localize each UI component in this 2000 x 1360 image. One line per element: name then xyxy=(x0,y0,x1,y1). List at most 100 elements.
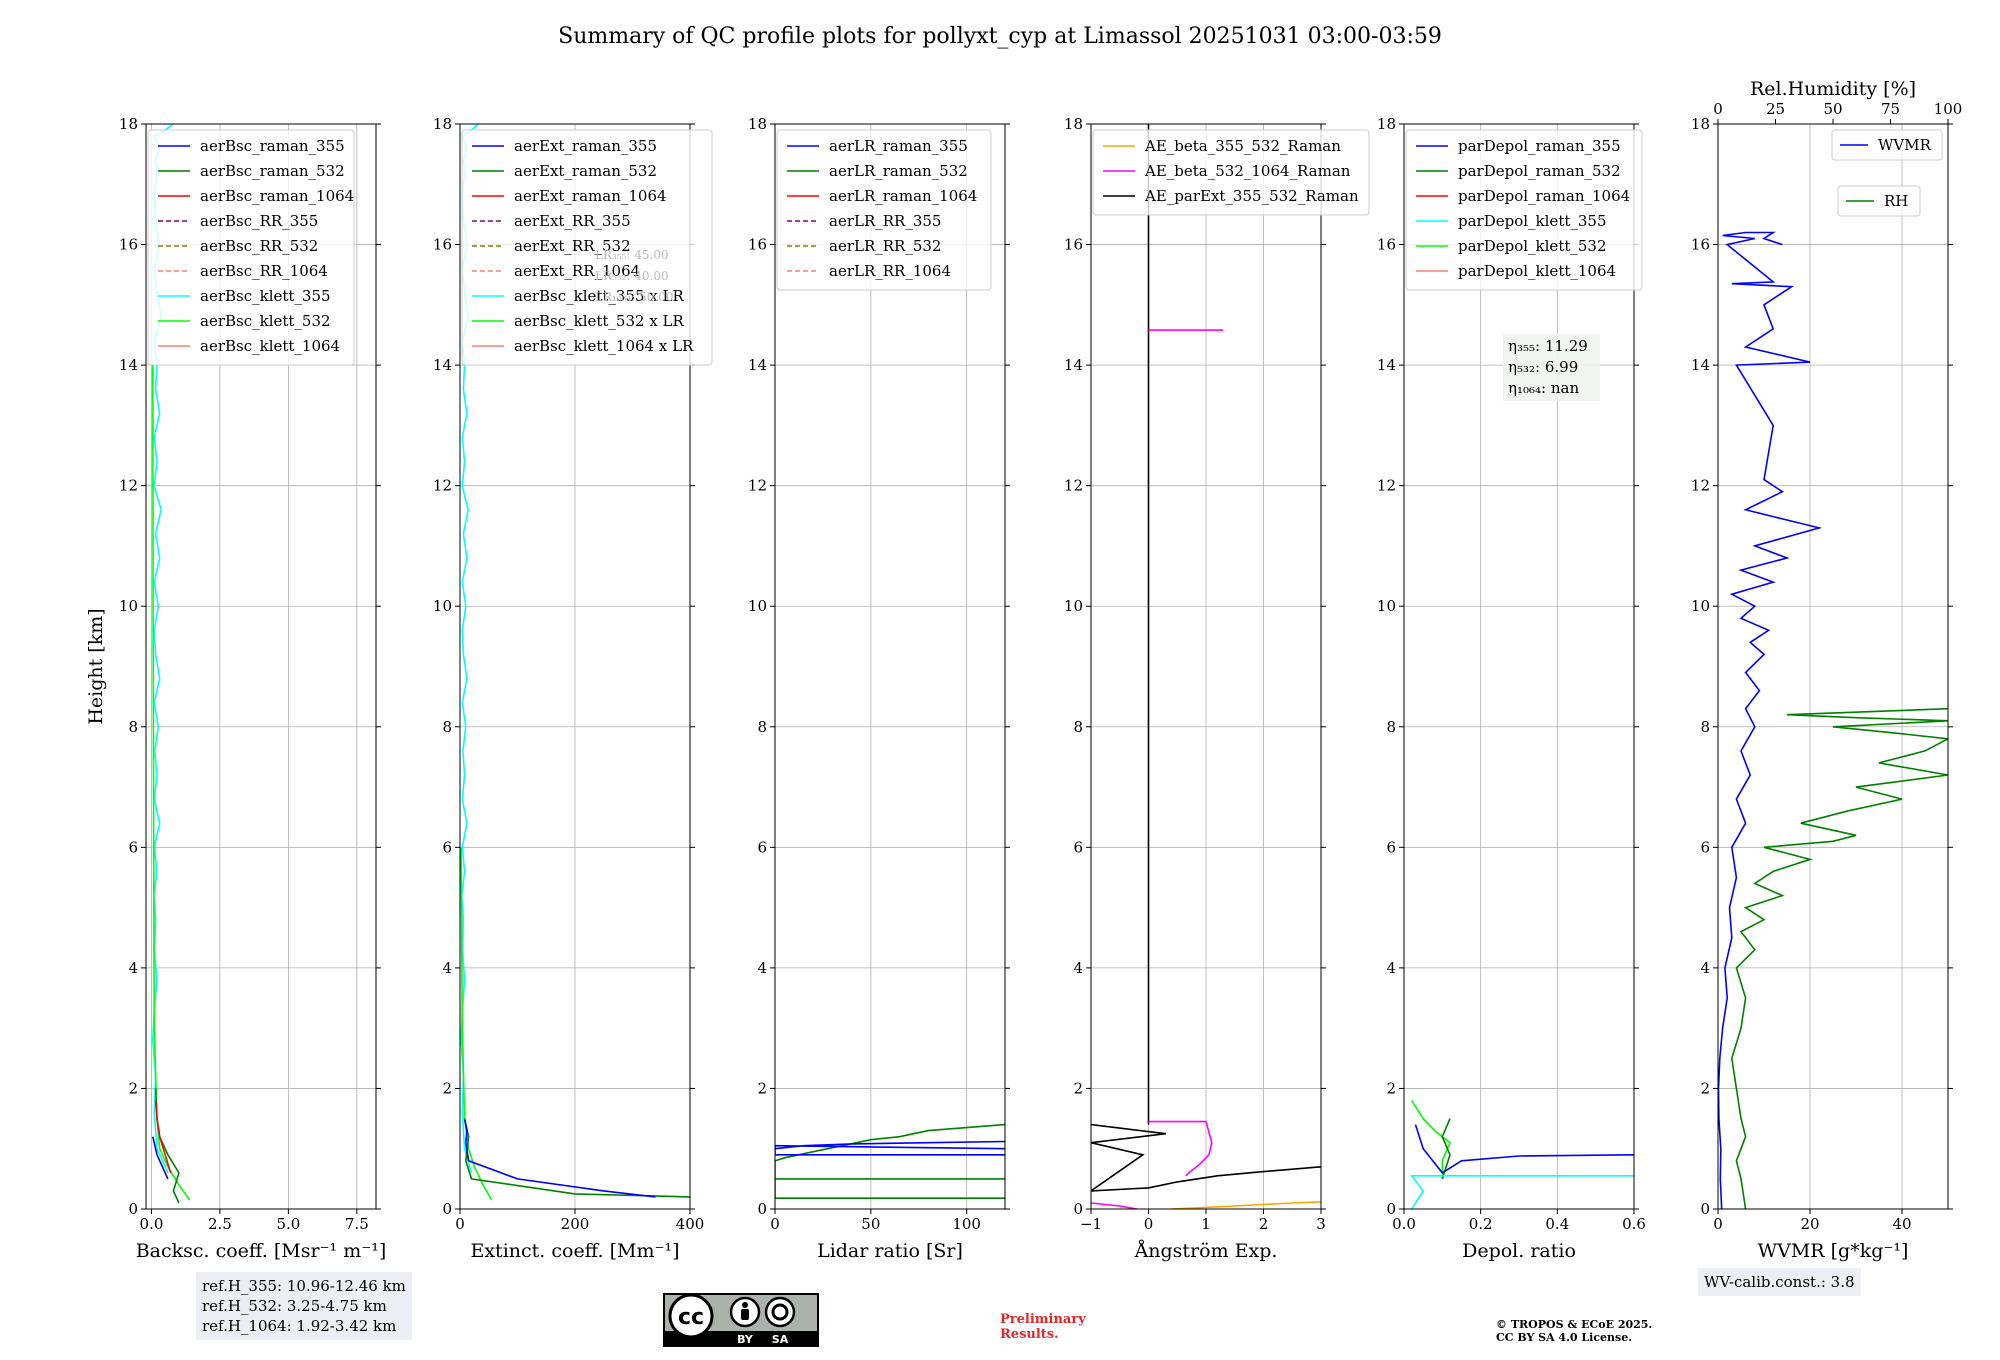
x-tick-label: 0 xyxy=(770,1215,780,1233)
axes-frame xyxy=(145,123,377,1210)
copyright-note: © TROPOS & ECoE 2025. CC BY SA 4.0 Licen… xyxy=(1496,1318,1652,1344)
legend-label: aerBsc_RR_532 xyxy=(200,237,318,255)
series-RH xyxy=(1730,707,1948,1209)
y-tick-label: 18 xyxy=(1691,115,1710,133)
legend-label: parDepol_raman_355 xyxy=(1458,137,1621,155)
legend-label: parDepol_klett_532 xyxy=(1458,237,1607,255)
top-tick-label: 25 xyxy=(1766,100,1785,118)
annotation-box xyxy=(1503,334,1600,401)
top-tick-label: 0 xyxy=(1713,100,1723,118)
x-tick-label: 20 xyxy=(1800,1215,1819,1233)
y-tick-label: 12 xyxy=(1691,477,1710,495)
legend-label: aerExt_raman_532 xyxy=(514,162,657,180)
legend-label: aerLR_RR_355 xyxy=(829,212,941,230)
y-tick-label: 12 xyxy=(1377,477,1396,495)
series-aerExt_raman_532 xyxy=(463,1118,690,1198)
y-tick-label: 2 xyxy=(1700,1079,1710,1097)
legend-box xyxy=(776,129,992,291)
panel-1: 0.0 2.5 5.0 7.5 0 2 4 6 8 10 12 14 16 18 Backsc. coeff… xyxy=(85,115,386,1262)
x-axis-label: Depol. ratio xyxy=(1462,1240,1576,1262)
legend-label: aerBsc_RR_355 xyxy=(200,212,318,230)
wv-calib-text: WV-calib.const.: 3.8 xyxy=(1704,1273,1855,1291)
y-tick-label: 16 xyxy=(433,236,452,254)
legend-label: aerExt_raman_355 xyxy=(514,137,657,155)
legend-label: aerBsc_RR_1064 xyxy=(200,262,328,280)
legend-label: aerExt_raman_1064 xyxy=(514,187,667,205)
preliminary-results-note: Preliminary Results. xyxy=(1000,1312,1086,1342)
x-tick-label: 0 xyxy=(1144,1215,1154,1233)
annotation-group: LR₃₅₅: 45.00 LR₅₃₂: 40.00 LR₁₀₆₄: 50.00 xyxy=(595,248,673,304)
series-group xyxy=(1410,1100,1634,1209)
y-tick-label: 2 xyxy=(1073,1079,1083,1097)
y-tick-label: 6 xyxy=(1073,838,1083,856)
x-tick-label: 7.5 xyxy=(345,1215,369,1233)
legend-label: aerLR_RR_532 xyxy=(829,237,941,255)
figure-title: Summary of QC profile plots for pollyxt_… xyxy=(558,24,1442,49)
cc-by-sa-badge: cc BY SA xyxy=(663,1293,819,1347)
x-tick-label: −1 xyxy=(1080,1215,1102,1233)
y-axis-label: Height [km] xyxy=(85,608,107,724)
x-tick-label: 3 xyxy=(1316,1215,1326,1233)
legend-label: aerLR_raman_532 xyxy=(829,162,968,180)
x-tick-label: 200 xyxy=(561,1215,590,1233)
legend-label: aerBsc_klett_532 xyxy=(200,312,331,330)
y-tick-label: 14 xyxy=(1064,356,1083,374)
y-tick-label: 18 xyxy=(1377,115,1396,133)
y-tick-label: 0 xyxy=(757,1200,767,1218)
x-tick-label: 5.0 xyxy=(276,1215,300,1233)
panel-5: 0.0 0.2 0.4 0.6 0 2 4 6 8 10 12 14 16 18 Depol. ratio p… xyxy=(1377,115,1646,1262)
series-aerBsc_klett_532 xyxy=(152,365,191,1201)
top-tick-label: 75 xyxy=(1881,100,1900,118)
legend-box xyxy=(1092,129,1370,216)
tick-group: 0 200 400 0 2 4 6 8 10 12 14 16 18 xyxy=(433,115,704,1233)
y-tick-label: 16 xyxy=(1691,236,1710,254)
y-tick-label: 6 xyxy=(1700,838,1710,856)
legend-label: aerBsc_klett_355 x LR xyxy=(514,287,685,305)
x-tick-label: 0 xyxy=(1713,1215,1723,1233)
y-tick-label: 10 xyxy=(1064,597,1083,615)
series-group xyxy=(775,1123,1005,1199)
y-tick-label: 10 xyxy=(1377,597,1396,615)
y-tick-label: 10 xyxy=(748,597,767,615)
panel-6: 0 20 40 0 2 4 6 8 10 12 14 16 18 WVMR [g*kg⁻¹] 0 25 50 75… xyxy=(1691,78,1962,1262)
wv-calibration-box: WV-calib.const.: 3.8 xyxy=(1698,1268,1861,1296)
legend-box xyxy=(461,129,713,366)
annotation-text: LR₃₅₅: 45.00 xyxy=(595,248,669,262)
legend-label: aerLR_raman_355 xyxy=(829,137,968,155)
y-tick-label: 2 xyxy=(128,1079,138,1097)
legend-box xyxy=(147,129,355,366)
x-axis-label: WVMR [g*kg⁻¹] xyxy=(1758,1240,1909,1262)
top-tick-label: 50 xyxy=(1823,100,1842,118)
y-tick-label: 10 xyxy=(119,597,138,615)
y-tick-label: 0 xyxy=(442,1200,452,1218)
y-tick-label: 16 xyxy=(1064,236,1083,254)
x-tick-label: 40 xyxy=(1892,1215,1911,1233)
y-tick-label: 12 xyxy=(1064,477,1083,495)
series-group xyxy=(1091,124,1321,1209)
series-group xyxy=(1718,231,1948,1209)
y-tick-label: 18 xyxy=(433,115,452,133)
tick-group: 0.0 2.5 5.0 7.5 0 2 4 6 8 10 12 14 16 18 xyxy=(119,115,381,1233)
y-tick-label: 14 xyxy=(119,356,138,374)
preliminary-line-2: Results. xyxy=(1000,1327,1059,1342)
tick-group: 0.0 0.2 0.4 0.6 0 2 4 6 8 10 12 14 16 18 xyxy=(1377,115,1646,1233)
series-aerExt_raman_355 xyxy=(463,1118,656,1198)
series-aerBsc_raman_355 xyxy=(152,1136,169,1180)
y-tick-label: 8 xyxy=(757,718,767,736)
legend-label: aerBsc_klett_532 x LR xyxy=(514,312,685,330)
series-parDepol_raman_355 xyxy=(1414,1124,1634,1174)
y-tick-label: 6 xyxy=(757,838,767,856)
badge-sa: SA xyxy=(772,1333,789,1346)
legend-label: aerBsc_raman_1064 xyxy=(200,187,354,205)
legend-label: parDepol_raman_532 xyxy=(1458,162,1621,180)
ref-height-532: ref.H_532: 3.25-4.75 km xyxy=(202,1297,387,1315)
series-AE_beta_532_1064_Raman_b xyxy=(1091,1202,1138,1209)
y-tick-label: 16 xyxy=(748,236,767,254)
annotation-text: LR₁₀₆₄: 50.00 xyxy=(595,290,673,304)
panel-3: 0 50 100 0 2 4 6 8 10 12 14 16 18 Lidar ratio [Sr] aer… xyxy=(748,115,1010,1262)
x-tick-label: 0.2 xyxy=(1469,1215,1493,1233)
x-tick-label: 2 xyxy=(1259,1215,1269,1233)
